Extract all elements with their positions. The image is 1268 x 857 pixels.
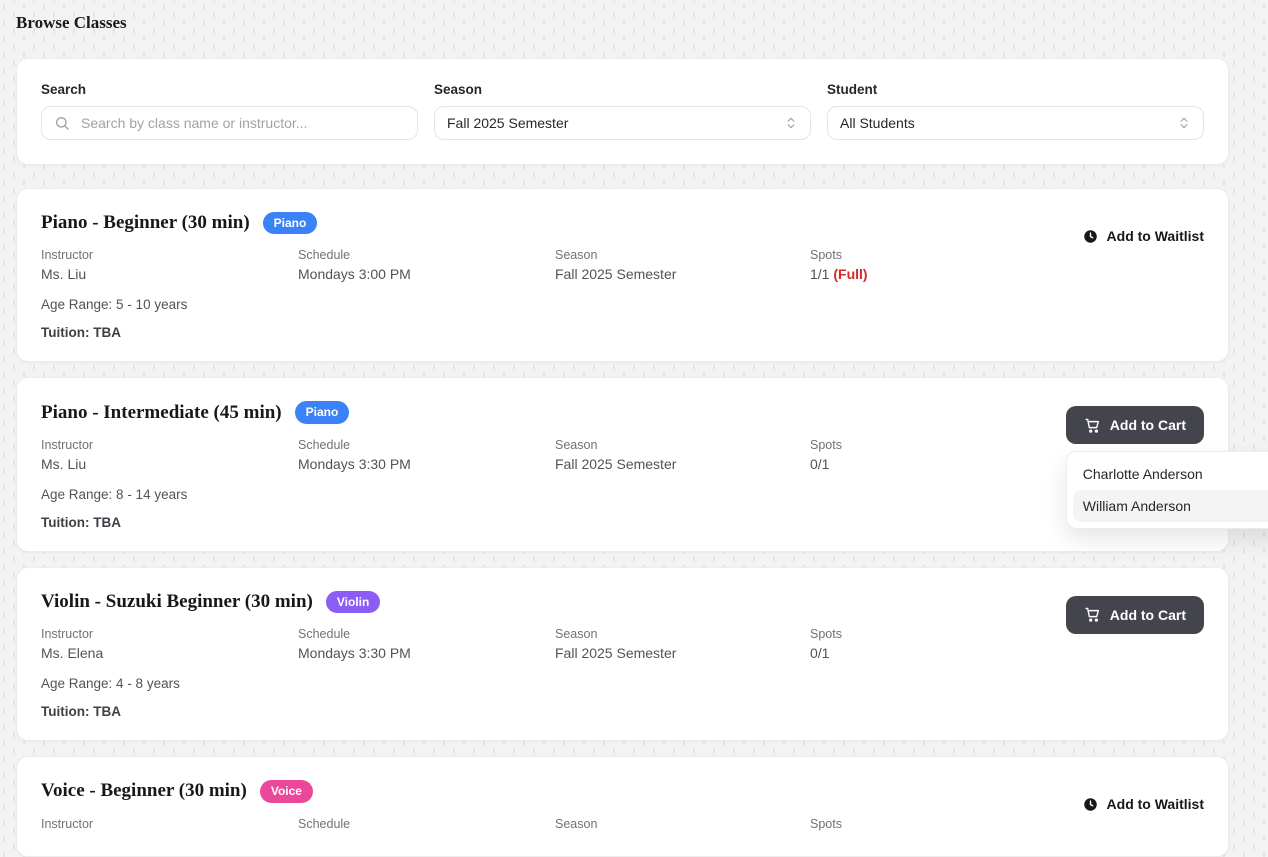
class-meta-grid: Instructor Schedule Season Spots — [41, 817, 1204, 835]
instrument-badge: Voice — [259, 780, 313, 803]
spots-full-note: (Full) — [833, 266, 868, 283]
class-meta-grid: Instructor Ms. Elena Schedule Mondays 3:… — [41, 627, 1204, 661]
student-select[interactable]: All Students — [827, 106, 1204, 140]
meta-season: Season Fall 2025 Semester — [555, 437, 677, 472]
search-input-wrap — [41, 106, 418, 140]
add-to-cart-label: Add to Cart — [1109, 606, 1186, 623]
meta-instructor: Instructor — [41, 816, 94, 831]
student-filter: Student All Students — [827, 82, 1204, 140]
meta-schedule: Schedule Mondays 3:30 PM — [298, 627, 411, 662]
class-card-violin-suzuki: Violin - Suzuki Beginner (30 min) Violin… — [16, 566, 1229, 742]
meta-instructor: Instructor Ms. Liu — [41, 437, 94, 472]
add-to-waitlist-button[interactable]: Add to Waitlist — [1083, 796, 1204, 812]
meta-instructor: Instructor Ms. Liu — [41, 248, 94, 283]
filters-panel: Search Season Fall 2025 Semester Student… — [16, 58, 1229, 165]
search-label: Search — [41, 82, 87, 97]
card-action-area: Add to Waitlist — [1083, 785, 1204, 823]
age-range: Age Range: 4 - 8 years — [41, 676, 180, 692]
class-title: Violin - Suzuki Beginner (30 min) — [41, 590, 313, 612]
meta-instructor: Instructor Ms. Elena — [41, 627, 104, 662]
cart-icon — [1084, 417, 1101, 434]
add-to-waitlist-label: Add to Waitlist — [1106, 796, 1204, 813]
student-select-value: All Students — [840, 115, 915, 131]
season-filter: Season Fall 2025 Semester — [434, 82, 811, 140]
chevron-up-down-icon — [1177, 116, 1191, 130]
meta-season: Season Fall 2025 Semester — [555, 627, 677, 662]
tuition: Tuition: TBA — [41, 325, 121, 341]
page-title: Browse Classes — [16, 13, 127, 32]
clock-icon — [1083, 229, 1098, 244]
spots-count: 0/1 — [810, 455, 830, 472]
add-to-cart-label: Add to Cart — [1109, 417, 1186, 434]
meta-season: Season — [555, 816, 598, 831]
class-meta-grid: Instructor Ms. Liu Schedule Mondays 3:30… — [41, 438, 1204, 472]
add-to-waitlist-label: Add to Waitlist — [1106, 228, 1204, 244]
meta-spots: Spots 0/1 — [810, 627, 1070, 661]
meta-season: Season Fall 2025 Semester — [555, 248, 677, 283]
add-to-cart-button[interactable]: Add to Cart — [1065, 406, 1204, 445]
class-card-piano-beginner: Piano - Beginner (30 min) Piano Instruct… — [16, 188, 1229, 363]
instrument-badge: Piano — [294, 401, 350, 424]
instrument-badge: Piano — [262, 212, 318, 235]
clock-icon — [1083, 797, 1098, 812]
instrument-badge: Violin — [325, 590, 381, 614]
add-to-cart-button[interactable]: Add to Cart — [1065, 595, 1204, 634]
class-title-row: Piano - Beginner (30 min) Piano — [41, 212, 1204, 235]
search-input[interactable] — [79, 114, 405, 132]
class-title: Piano - Intermediate (45 min) — [41, 401, 282, 423]
age-range: Age Range: 8 - 14 years — [41, 486, 188, 502]
age-range: Age Range: 5 - 10 years — [41, 297, 188, 313]
card-action-area: Add to Waitlist — [1083, 217, 1204, 255]
class-title-row: Piano - Intermediate (45 min) Piano — [41, 401, 1204, 424]
class-title: Voice - Beginner (30 min) — [41, 780, 247, 802]
add-to-waitlist-button[interactable]: Add to Waitlist — [1083, 228, 1204, 244]
card-action-area: Add to Cart Charlotte Anderson William A… — [1065, 406, 1268, 530]
class-meta-grid: Instructor Ms. Liu Schedule Mondays 3:00… — [41, 248, 1204, 282]
chevron-up-down-icon — [784, 116, 798, 130]
student-picker-dropdown: Charlotte Anderson William Anderson — [1065, 451, 1268, 530]
card-action-area: Add to Cart — [1065, 595, 1204, 634]
class-card-piano-intermediate: Piano - Intermediate (45 min) Piano Inst… — [16, 377, 1268, 552]
meta-spots: Spots — [810, 816, 842, 831]
class-card-voice-beginner: Voice - Beginner (30 min) Voice Instruct… — [16, 756, 1229, 857]
student-option-william[interactable]: William Anderson — [1072, 490, 1268, 523]
meta-schedule: Schedule Mondays 3:00 PM — [298, 248, 411, 283]
cart-icon — [1084, 606, 1101, 623]
class-title: Piano - Beginner (30 min) — [41, 212, 250, 234]
student-option-charlotte[interactable]: Charlotte Anderson — [1082, 466, 1203, 483]
tuition: Tuition: TBA — [41, 704, 121, 720]
tuition: Tuition: TBA — [41, 514, 121, 530]
season-select[interactable]: Fall 2025 Semester — [434, 106, 811, 140]
meta-schedule: Schedule — [298, 816, 351, 831]
search-icon — [54, 115, 70, 131]
student-label: Student — [827, 82, 878, 97]
spots-count: 0/1 — [810, 645, 830, 662]
meta-spots: Spots 1/1 (Full) — [810, 248, 868, 283]
spots-count: 1/1 — [810, 266, 830, 283]
meta-spots: Spots 0/1 — [810, 438, 1070, 472]
search-filter: Search — [41, 82, 418, 140]
season-select-value: Fall 2025 Semester — [447, 115, 569, 131]
class-title-row: Violin - Suzuki Beginner (30 min) Violin — [41, 590, 1204, 614]
season-label: Season — [434, 82, 483, 97]
class-title-row: Voice - Beginner (30 min) Voice — [41, 780, 1204, 803]
meta-schedule: Schedule Mondays 3:30 PM — [298, 437, 411, 472]
